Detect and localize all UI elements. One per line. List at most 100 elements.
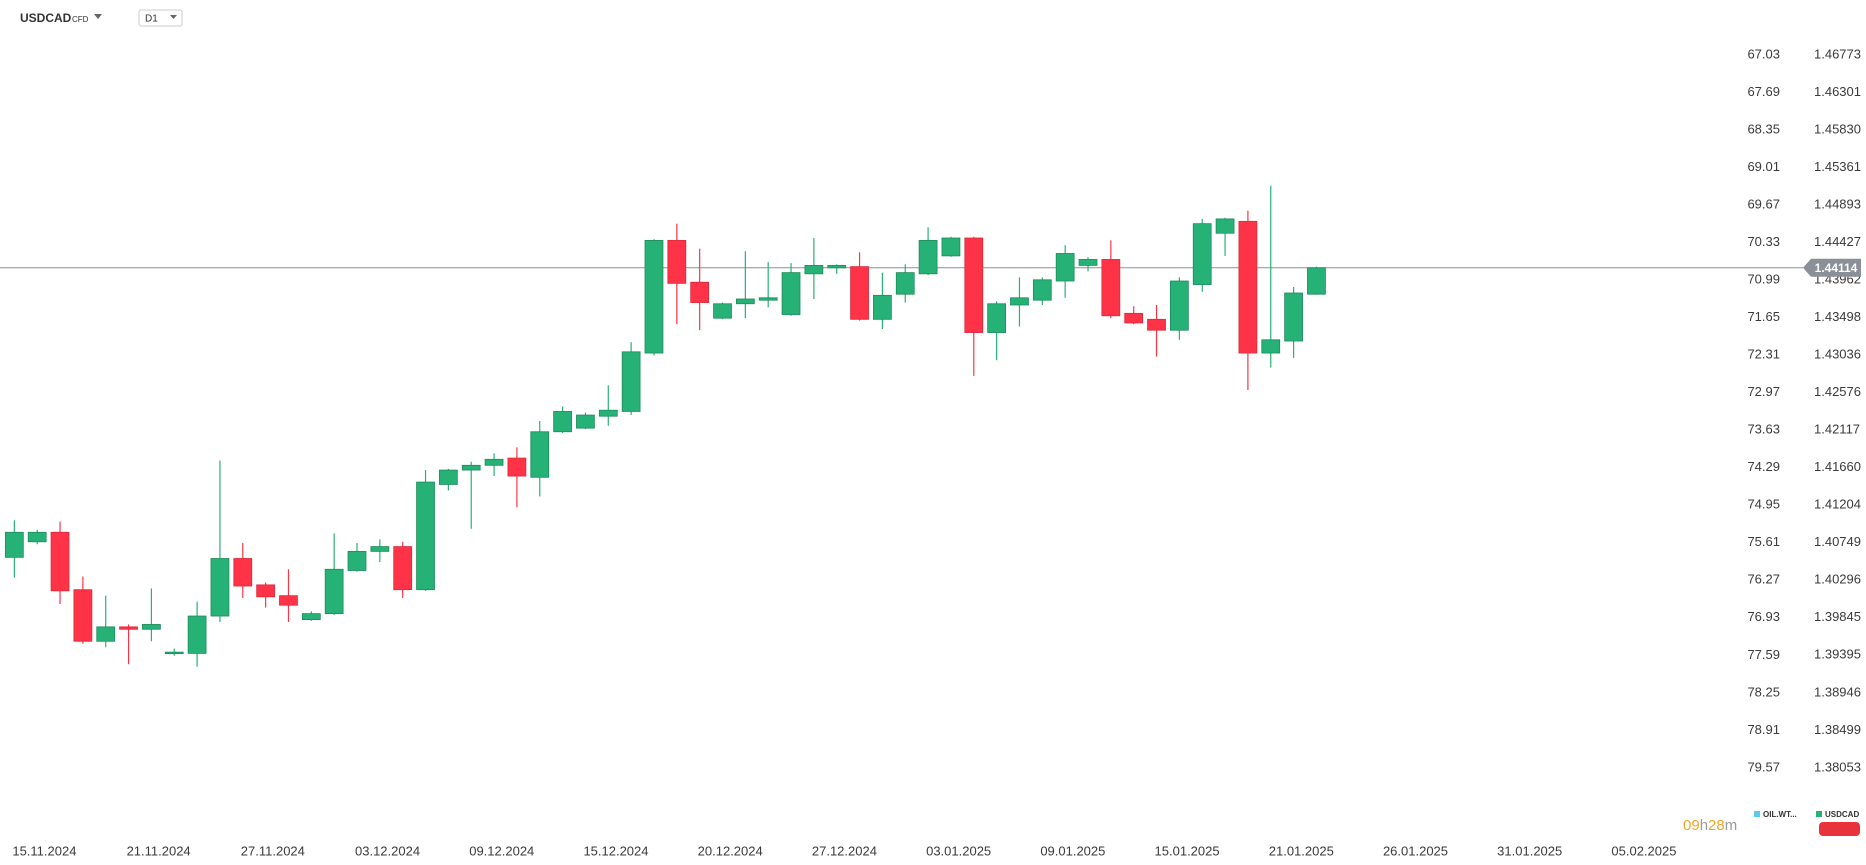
timeframe-label: D1 <box>145 14 158 25</box>
x-tick-label: 15.01.2025 <box>1155 843 1220 858</box>
candle-body <box>142 624 161 630</box>
last-price-label: 1.44114 <box>1815 261 1858 275</box>
candle-body <box>1307 267 1326 295</box>
candle-body <box>96 626 116 642</box>
y-tick-label: 1.44427 <box>1814 234 1861 249</box>
y-tick-label: 1.42117 <box>1814 422 1860 437</box>
candle-body <box>873 294 892 320</box>
y2-tick-label: 77.59 <box>1747 647 1780 662</box>
legend-label: USDCAD <box>1825 810 1859 819</box>
symbol-title[interactable]: USDCAD <box>20 11 72 25</box>
candle-body <box>393 546 413 591</box>
candle-body <box>324 568 344 615</box>
x-tick-label: 15.12.2024 <box>583 843 648 858</box>
y-tick-label: 1.41660 <box>1814 459 1861 474</box>
y-tick-label: 1.41204 <box>1814 497 1861 512</box>
countdown-part: m <box>1725 817 1738 834</box>
candle-body <box>987 303 1006 333</box>
countdown-part: 09 <box>1683 817 1700 834</box>
candle-body <box>27 531 47 543</box>
candle-body <box>1238 220 1258 354</box>
x-tick-label: 20.12.2024 <box>698 843 763 858</box>
candle-body <box>4 531 24 558</box>
candle-body <box>1261 339 1281 354</box>
y-tick-label: 1.46301 <box>1814 84 1861 99</box>
x-tick-label: 03.12.2024 <box>355 843 420 858</box>
symbol-dropdown[interactable] <box>94 14 102 19</box>
x-tick-label: 09.01.2025 <box>1040 843 1105 858</box>
candle-body <box>1078 259 1098 266</box>
x-tick-label: 05.02.2025 <box>1611 843 1676 858</box>
candle-body <box>850 266 869 320</box>
x-tick-label: 21.11.2024 <box>127 843 191 858</box>
candle-body <box>964 237 984 333</box>
y-tick-label: 1.39395 <box>1814 647 1861 662</box>
candle-body <box>576 414 595 429</box>
x-tick-label: 15.11.2024 <box>12 843 76 858</box>
candle-body <box>941 237 961 257</box>
y2-tick-label: 68.35 <box>1747 121 1780 136</box>
legend-swatch <box>1816 811 1822 817</box>
candle-body <box>1010 297 1029 306</box>
y2-tick-label: 76.93 <box>1747 609 1780 624</box>
countdown-part: 28 <box>1708 817 1725 834</box>
candle-body <box>758 297 778 301</box>
candle-body <box>416 481 435 591</box>
y-tick-label: 1.45361 <box>1814 159 1861 174</box>
candle-body <box>210 558 230 617</box>
x-tick-label: 27.11.2024 <box>241 843 305 858</box>
countdown-part: h <box>1700 817 1708 834</box>
candle-body <box>73 589 93 642</box>
y2-tick-label: 74.29 <box>1747 459 1780 474</box>
y2-tick-label: 74.95 <box>1747 497 1780 512</box>
candle-body <box>507 457 527 477</box>
candle-body <box>804 265 824 275</box>
y-tick-label: 1.44893 <box>1814 196 1861 211</box>
y2-tick-label: 79.57 <box>1747 759 1780 774</box>
y-tick-label: 1.38499 <box>1814 722 1861 737</box>
candle-body <box>50 531 70 592</box>
timeframe-select[interactable] <box>138 9 183 27</box>
candle-body <box>918 240 938 275</box>
legend-label: OIL.WT... <box>1763 810 1797 819</box>
y2-tick-label: 73.63 <box>1747 422 1780 437</box>
instrument-tag: CFD <box>72 15 89 24</box>
y-tick-label: 1.40296 <box>1814 572 1861 587</box>
candle-body <box>895 272 915 295</box>
x-tick-label: 21.01.2025 <box>1269 843 1334 858</box>
y2-tick-label: 70.99 <box>1747 272 1780 287</box>
trade-button[interactable] <box>1819 822 1860 836</box>
candle-body <box>233 558 253 587</box>
candle-body <box>119 626 138 630</box>
candle-body <box>1124 312 1144 324</box>
candle-body <box>1284 292 1303 342</box>
candle-body <box>713 303 732 319</box>
y-tick-label: 1.42576 <box>1814 384 1861 399</box>
y-tick-label: 1.38946 <box>1814 684 1861 699</box>
candle-body <box>621 351 641 412</box>
y-tick-label: 1.39845 <box>1814 609 1861 624</box>
timeframe-dropdown <box>170 15 177 19</box>
candle-body <box>1055 253 1075 282</box>
candle-body <box>370 546 390 552</box>
last-price-badge <box>1803 258 1861 277</box>
candle-body <box>1101 259 1121 317</box>
candle-body <box>667 240 687 284</box>
x-tick-label: 26.01.2025 <box>1383 843 1448 858</box>
candle-body <box>301 613 321 621</box>
y-tick-label: 1.46773 <box>1814 46 1861 61</box>
y-tick-label: 1.38053 <box>1814 759 1861 774</box>
candle-body <box>644 240 664 354</box>
y2-tick-label: 78.25 <box>1747 684 1780 699</box>
candle-body <box>530 431 550 478</box>
candle-body <box>187 615 207 654</box>
x-tick-label: 31.01.2025 <box>1497 843 1562 858</box>
y2-tick-label: 78.91 <box>1747 722 1780 737</box>
candle-body <box>598 409 618 417</box>
y-tick-label: 1.43036 <box>1814 347 1861 362</box>
y2-tick-label: 69.67 <box>1747 197 1780 212</box>
candle-body <box>781 272 801 315</box>
y2-tick-label: 67.03 <box>1747 46 1780 61</box>
candle-body <box>256 584 276 598</box>
